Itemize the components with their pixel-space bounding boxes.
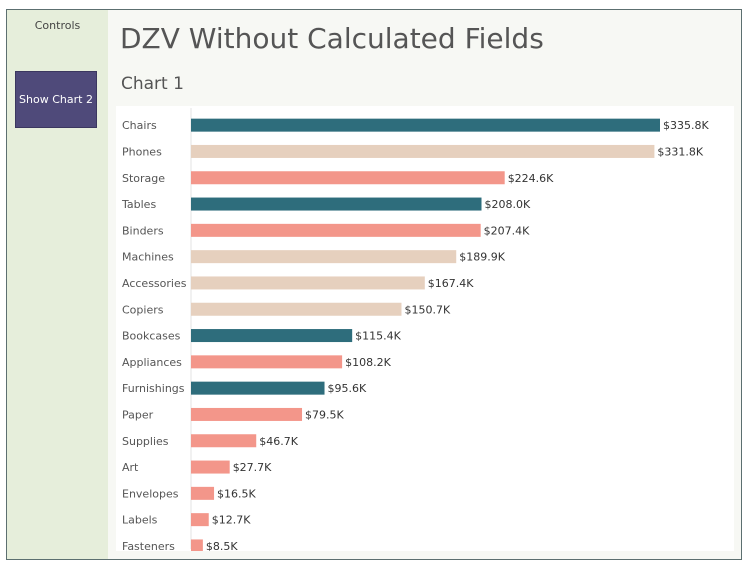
category-label: Paper xyxy=(122,408,154,421)
bar-value-label: $27.7K xyxy=(233,461,272,474)
controls-label: Controls xyxy=(34,19,81,32)
bar[interactable] xyxy=(191,539,203,551)
bar-value-label: $335.8K xyxy=(663,119,709,132)
controls-sidebar: Controls Show Chart 2 xyxy=(7,10,108,559)
page-title: DZV Without Calculated Fields xyxy=(120,22,544,55)
bar-value-label: $207.4K xyxy=(484,224,530,237)
category-label: Accessories xyxy=(122,277,187,290)
category-label: Envelopes xyxy=(122,487,179,500)
category-label: Machines xyxy=(122,251,174,264)
bar-value-label: $46.7K xyxy=(259,435,298,448)
bar[interactable] xyxy=(191,118,660,132)
bar[interactable] xyxy=(191,355,343,369)
bar[interactable] xyxy=(191,486,215,500)
category-label: Phones xyxy=(122,145,162,158)
bar[interactable] xyxy=(191,302,402,316)
category-label: Chairs xyxy=(122,119,157,132)
bar-value-label: $108.2K xyxy=(345,356,391,369)
bar[interactable] xyxy=(191,329,353,343)
category-label: Copiers xyxy=(122,303,164,316)
bar[interactable] xyxy=(191,276,425,290)
bar[interactable] xyxy=(191,381,325,395)
chart-title: Chart 1 xyxy=(121,74,184,94)
dashboard-frame: Controls Show Chart 2 DZV Without Calcul… xyxy=(6,9,742,560)
chart-panel: Chairs $335.8K Phones $331.8K Storage $224.6K… xyxy=(116,106,734,551)
bar[interactable] xyxy=(191,434,257,448)
bar-value-label: $12.7K xyxy=(212,514,251,527)
bar-value-label: $95.6K xyxy=(328,382,367,395)
bar[interactable] xyxy=(191,223,481,237)
bar-value-label: $16.5K xyxy=(217,487,256,500)
bar-value-label: $8.5K xyxy=(206,540,238,551)
category-label: Art xyxy=(122,461,139,474)
category-label: Appliances xyxy=(122,356,182,369)
bar-value-label: $115.4K xyxy=(355,330,401,343)
bar[interactable] xyxy=(191,144,655,158)
bar[interactable] xyxy=(191,460,230,474)
category-label: Labels xyxy=(122,514,158,527)
bar-value-label: $79.5K xyxy=(305,408,344,421)
bar-value-label: $331.8K xyxy=(657,145,703,158)
category-label: Supplies xyxy=(122,435,169,448)
category-label: Fasteners xyxy=(122,540,175,551)
category-label: Binders xyxy=(122,224,164,237)
bar-chart: Chairs $335.8K Phones $331.8K Storage $224.6K… xyxy=(121,108,709,551)
bar-value-label: $224.6K xyxy=(508,172,554,185)
bar[interactable] xyxy=(191,407,303,421)
category-label: Bookcases xyxy=(122,330,181,343)
bar[interactable] xyxy=(191,513,209,527)
category-label: Furnishings xyxy=(122,382,185,395)
bar-value-label: $150.7K xyxy=(404,303,450,316)
bar[interactable] xyxy=(191,171,505,185)
bar-value-label: $167.4K xyxy=(428,277,474,290)
bar[interactable] xyxy=(191,250,457,264)
category-label: Tables xyxy=(121,198,156,211)
bar-value-label: $189.9K xyxy=(459,251,505,264)
bar[interactable] xyxy=(191,197,482,211)
show-chart-2-button[interactable]: Show Chart 2 xyxy=(15,71,97,128)
dashboard-main: DZV Without Calculated Fields Chart 1 Ch… xyxy=(108,10,741,559)
bar-value-label: $208.0K xyxy=(485,198,531,211)
category-label: Storage xyxy=(122,172,165,185)
